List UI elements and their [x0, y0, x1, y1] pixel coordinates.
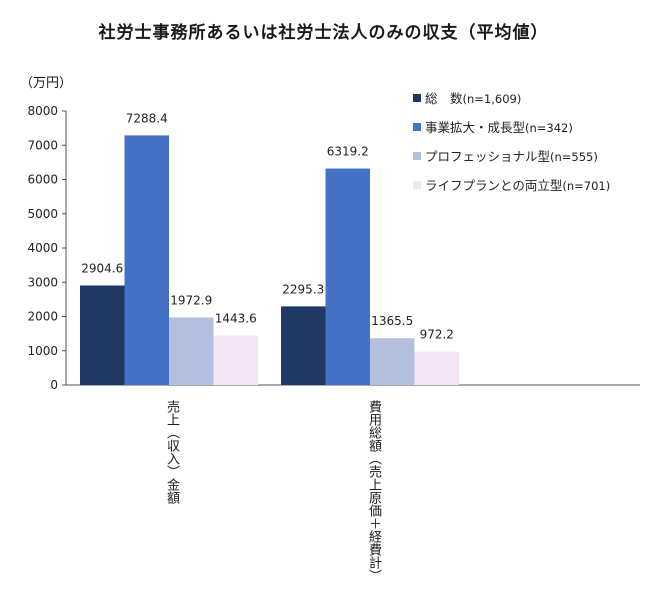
bars [80, 135, 459, 385]
y-tick-label: 2000 [27, 310, 58, 324]
legend-label: 事業拡大・成長型(n=342) [425, 120, 573, 135]
bar [213, 335, 258, 385]
y-tick-label: 0 [50, 378, 58, 392]
data-label: 1972.9 [170, 293, 212, 307]
bar [80, 285, 125, 385]
y-axis-unit: （万円） [20, 76, 73, 91]
legend-label: ライフプランとの両立型(n=701) [425, 178, 610, 193]
legend-sample-size: (n=342) [525, 121, 573, 135]
bar [281, 306, 326, 385]
y-tick-label: 7000 [27, 138, 58, 152]
legend-sample-size: (n=555) [550, 150, 598, 164]
y-tick-label: 8000 [27, 104, 58, 118]
y-tick-label: 1000 [27, 344, 58, 358]
bar [414, 351, 459, 385]
y-tick-label: 3000 [27, 275, 58, 289]
data-label: 1443.6 [215, 312, 257, 326]
legend-sample-size: (n=1,609) [463, 92, 522, 106]
bar [169, 317, 214, 385]
bar [370, 338, 415, 385]
legend: 総 数(n=1,609) 事業拡大・成長型(n=342) プロフェッショナル型(n=… [413, 91, 610, 193]
data-label: 6319.2 [327, 145, 369, 159]
y-tick-label: 4000 [27, 241, 58, 255]
data-label: 1365.5 [371, 314, 413, 328]
legend-swatch [413, 152, 421, 160]
legend-label: プロフェッショナル型(n=555) [425, 149, 598, 164]
data-label: 972.2 [420, 328, 454, 342]
data-label: 2904.6 [81, 262, 123, 276]
bar [325, 168, 370, 385]
category-label: 費用総額（売上原価＋経費計） [366, 400, 381, 582]
y-tick-label: 5000 [27, 207, 58, 221]
y-tick-label: 6000 [27, 173, 58, 187]
bar [124, 135, 169, 385]
legend-sample-size: (n=701) [562, 179, 610, 193]
legend-label: 総 数(n=1,609) [425, 91, 521, 106]
chart-title: 社労士事務所あるいは社労士法人のみの収支（平均値） [98, 23, 549, 43]
y-axis-ticks: 0 1000 2000 3000 4000 5000 6000 7000 8000 [27, 104, 66, 392]
legend-swatch [413, 94, 421, 102]
data-label: 2295.3 [282, 282, 324, 296]
category-label: 売上（収入）金額 [164, 400, 179, 504]
legend-swatch [413, 181, 421, 189]
data-label: 7288.4 [126, 111, 168, 125]
legend-swatch [413, 123, 421, 131]
